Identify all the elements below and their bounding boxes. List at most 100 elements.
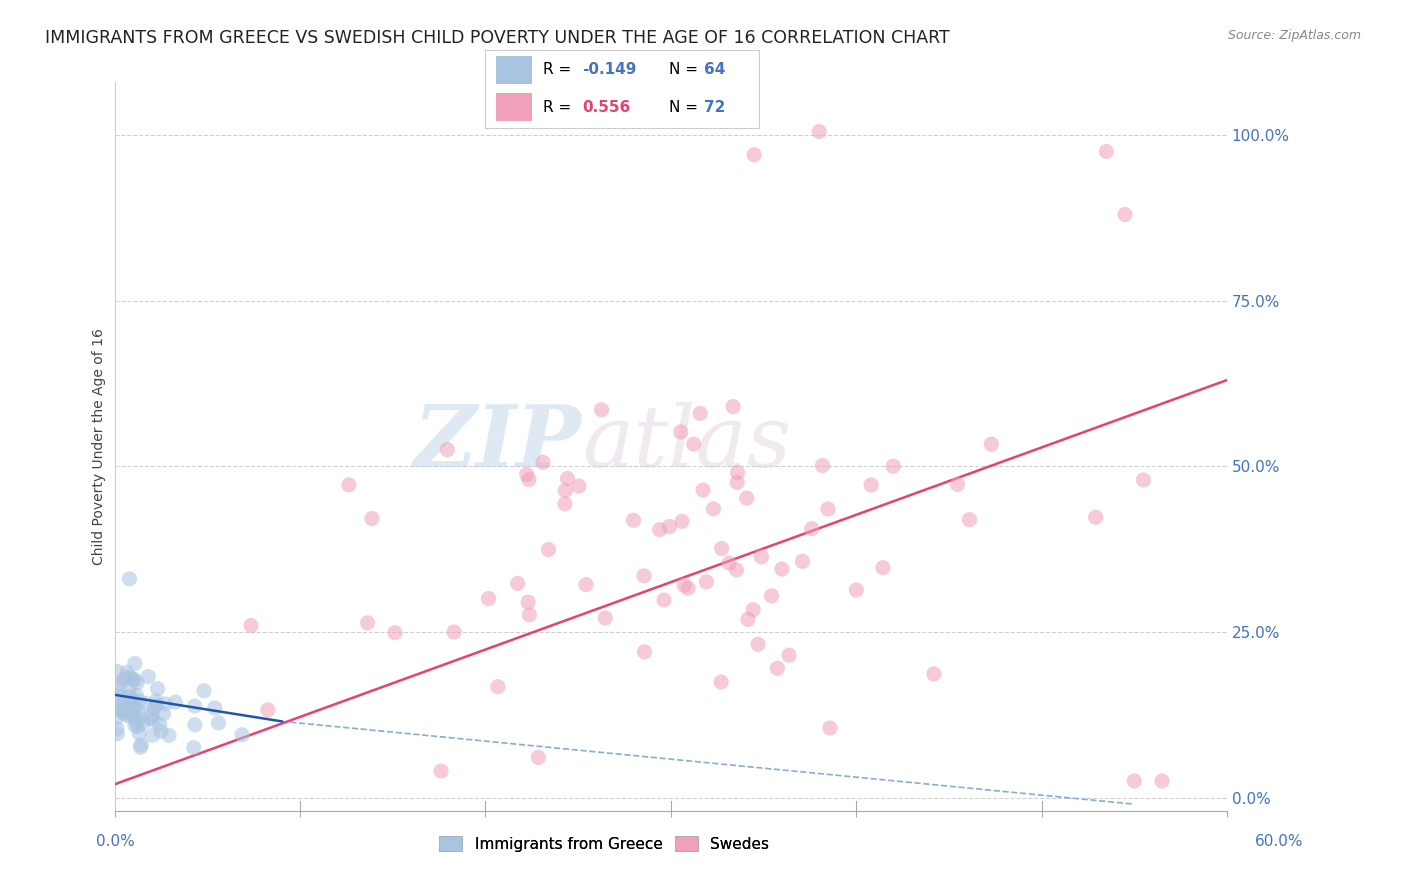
Point — [737, 612, 759, 626]
Point — [811, 458, 834, 473]
Point — [104, 691, 127, 706]
Point — [104, 702, 127, 716]
Point — [115, 701, 138, 715]
Point — [1084, 510, 1107, 524]
Point — [671, 515, 693, 529]
Point — [676, 581, 699, 595]
Point — [125, 713, 148, 727]
Point — [132, 716, 155, 731]
Point — [792, 554, 814, 568]
Point — [207, 715, 229, 730]
Point — [124, 718, 146, 732]
Point — [742, 148, 765, 162]
Point — [669, 425, 692, 439]
Point — [121, 706, 143, 721]
Point — [122, 698, 145, 712]
Point — [149, 724, 172, 739]
Point — [105, 727, 128, 741]
Point — [695, 574, 717, 589]
Point — [127, 704, 149, 718]
Point — [139, 711, 162, 725]
Point — [114, 701, 136, 715]
Point — [922, 666, 945, 681]
Point — [128, 694, 150, 708]
Point — [124, 673, 146, 687]
Point — [751, 549, 773, 564]
Point — [128, 727, 150, 741]
FancyBboxPatch shape — [496, 93, 531, 121]
Point — [105, 665, 128, 679]
Point — [808, 125, 831, 139]
Point — [120, 670, 142, 684]
Point — [149, 717, 172, 731]
Point — [118, 572, 141, 586]
Point — [115, 670, 138, 684]
Point — [1132, 473, 1154, 487]
Point — [568, 479, 591, 493]
Point — [193, 683, 215, 698]
Point — [742, 603, 765, 617]
Point — [356, 615, 378, 630]
Point — [689, 406, 711, 420]
Point — [142, 713, 165, 727]
Point — [256, 703, 278, 717]
Point — [157, 728, 180, 742]
Point — [882, 459, 904, 474]
Point — [112, 703, 135, 717]
Point — [980, 437, 1002, 451]
Point — [443, 625, 465, 640]
Point — [107, 677, 129, 691]
Point — [127, 676, 149, 690]
FancyBboxPatch shape — [496, 56, 531, 85]
Point — [183, 740, 205, 755]
Point — [337, 478, 360, 492]
Point — [727, 466, 749, 480]
Point — [118, 690, 141, 704]
Point — [122, 703, 145, 717]
Point — [537, 542, 560, 557]
Point — [531, 455, 554, 469]
Point — [204, 701, 226, 715]
Point — [725, 563, 748, 577]
Point — [127, 720, 149, 734]
Point — [692, 483, 714, 497]
Text: 0.0%: 0.0% — [96, 834, 135, 848]
Point — [146, 698, 169, 712]
Point — [1123, 774, 1146, 789]
Point — [517, 607, 540, 622]
Point — [959, 513, 981, 527]
Point — [121, 693, 143, 707]
Point — [633, 645, 655, 659]
Point — [143, 701, 166, 715]
Point — [430, 764, 453, 778]
Point — [702, 501, 724, 516]
Point — [141, 708, 163, 723]
Text: IMMIGRANTS FROM GREECE VS SWEDISH CHILD POVERTY UNDER THE AGE OF 16 CORRELATION : IMMIGRANTS FROM GREECE VS SWEDISH CHILD … — [45, 29, 949, 46]
Point — [1150, 774, 1173, 789]
Point — [111, 697, 134, 711]
Point — [761, 589, 783, 603]
Point — [766, 661, 789, 675]
Text: ZIP: ZIP — [413, 401, 582, 484]
Point — [384, 625, 406, 640]
Point — [554, 497, 576, 511]
Point — [648, 523, 671, 537]
Point — [770, 562, 793, 576]
Point — [652, 593, 675, 607]
Point — [818, 721, 841, 735]
Point — [658, 519, 681, 533]
Point — [682, 437, 704, 451]
Point — [710, 541, 733, 556]
Point — [108, 681, 131, 695]
Point — [517, 473, 540, 487]
Point — [111, 705, 134, 719]
Point — [120, 710, 142, 724]
Point — [183, 699, 205, 714]
Text: 0.556: 0.556 — [582, 100, 631, 115]
Point — [1095, 145, 1118, 159]
Point — [860, 478, 883, 492]
Point — [120, 706, 142, 721]
Point — [575, 577, 598, 591]
Legend: Immigrants from Greece, Swedes: Immigrants from Greece, Swedes — [433, 830, 775, 858]
Text: R =: R = — [543, 100, 576, 115]
